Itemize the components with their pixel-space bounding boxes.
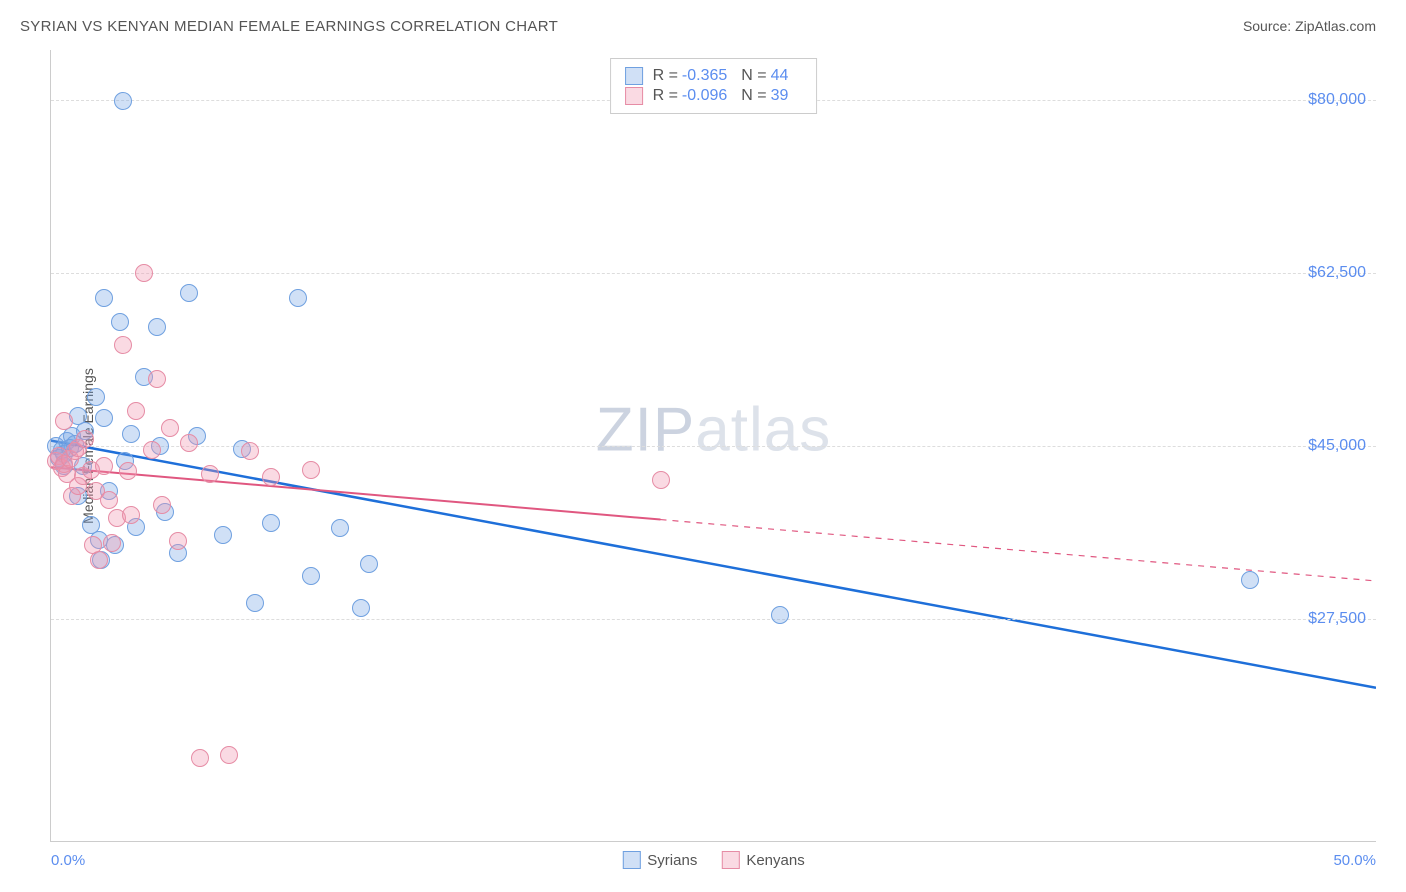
data-point bbox=[100, 491, 118, 509]
legend-swatch bbox=[625, 87, 643, 105]
plot-area: ZIPatlas $27,500$45,000$62,500$80,0000.0… bbox=[50, 50, 1376, 842]
legend-swatch bbox=[625, 67, 643, 85]
data-point bbox=[191, 749, 209, 767]
source-attribution: Source: ZipAtlas.com bbox=[1243, 18, 1376, 34]
legend-label: Syrians bbox=[647, 852, 697, 869]
data-point bbox=[55, 412, 73, 430]
data-point bbox=[127, 402, 145, 420]
data-point bbox=[114, 92, 132, 110]
data-point bbox=[95, 409, 113, 427]
data-point bbox=[262, 468, 280, 486]
x-tick-min: 0.0% bbox=[51, 852, 85, 869]
data-point bbox=[87, 388, 105, 406]
data-point bbox=[122, 506, 140, 524]
data-point bbox=[111, 313, 129, 331]
data-point bbox=[1241, 571, 1259, 589]
data-point bbox=[352, 599, 370, 617]
chart-title: SYRIAN VS KENYAN MEDIAN FEMALE EARNINGS … bbox=[20, 18, 558, 35]
data-point bbox=[220, 746, 238, 764]
data-point bbox=[169, 532, 187, 550]
source-link[interactable]: ZipAtlas.com bbox=[1295, 18, 1376, 34]
data-point bbox=[148, 370, 166, 388]
data-point bbox=[95, 289, 113, 307]
data-point bbox=[119, 462, 137, 480]
legend-item: Syrians bbox=[622, 851, 697, 869]
data-point bbox=[652, 471, 670, 489]
watermark-rest: atlas bbox=[695, 395, 831, 464]
correlation-row: R =-0.096N =39 bbox=[625, 87, 803, 105]
data-point bbox=[143, 441, 161, 459]
y-tick-label: $45,000 bbox=[1308, 437, 1366, 455]
x-tick-max: 50.0% bbox=[1333, 852, 1376, 869]
data-point bbox=[302, 461, 320, 479]
data-point bbox=[90, 551, 108, 569]
gridline bbox=[51, 619, 1376, 620]
data-point bbox=[148, 318, 166, 336]
correlation-stats: R =-0.365N =44 bbox=[653, 67, 803, 85]
legend-label: Kenyans bbox=[746, 852, 804, 869]
y-tick-label: $27,500 bbox=[1308, 610, 1366, 628]
data-point bbox=[76, 430, 94, 448]
correlation-row: R =-0.365N =44 bbox=[625, 67, 803, 85]
legend-swatch bbox=[622, 851, 640, 869]
data-point bbox=[214, 526, 232, 544]
data-point bbox=[114, 336, 132, 354]
data-point bbox=[103, 534, 121, 552]
legend-swatch bbox=[721, 851, 739, 869]
y-tick-label: $62,500 bbox=[1308, 264, 1366, 282]
source-prefix: Source: bbox=[1243, 18, 1295, 34]
data-point bbox=[771, 606, 789, 624]
data-point bbox=[331, 519, 349, 537]
legend-item: Kenyans bbox=[721, 851, 804, 869]
correlation-legend: R =-0.365N =44 R =-0.096N =39 bbox=[610, 58, 818, 114]
data-point bbox=[135, 264, 153, 282]
data-point bbox=[180, 284, 198, 302]
data-point bbox=[95, 457, 113, 475]
series-legend: Syrians Kenyans bbox=[622, 851, 804, 869]
data-point bbox=[302, 567, 320, 585]
data-point bbox=[246, 594, 264, 612]
data-point bbox=[201, 465, 219, 483]
data-point bbox=[161, 419, 179, 437]
y-tick-label: $80,000 bbox=[1308, 91, 1366, 109]
data-point bbox=[262, 514, 280, 532]
correlation-stats: R =-0.096N =39 bbox=[653, 87, 803, 105]
data-point bbox=[180, 434, 198, 452]
data-point bbox=[289, 289, 307, 307]
watermark-zip: ZIP bbox=[596, 395, 695, 464]
data-point bbox=[360, 555, 378, 573]
data-point bbox=[153, 496, 171, 514]
watermark: ZIPatlas bbox=[596, 394, 831, 465]
data-point bbox=[241, 442, 259, 460]
data-point bbox=[122, 425, 140, 443]
gridline bbox=[51, 273, 1376, 274]
